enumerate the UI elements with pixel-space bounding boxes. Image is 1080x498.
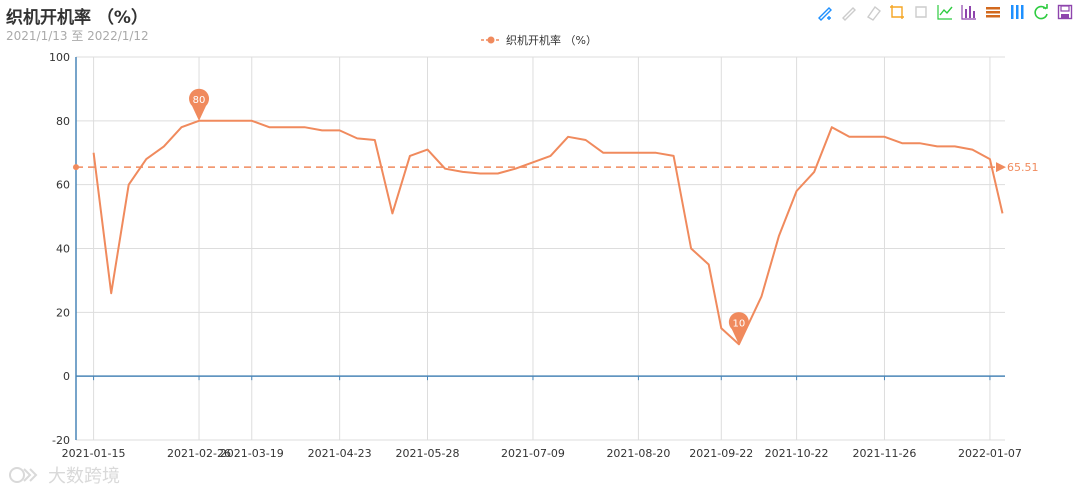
x-tick-label: 2021-10-22: [765, 447, 829, 460]
data-point[interactable]: [811, 169, 817, 175]
chart-subtitle: 2021/1/13 至 2022/1/12: [6, 29, 149, 43]
data-point[interactable]: [389, 210, 395, 216]
data-point[interactable]: [618, 150, 624, 156]
watermark-text: 大数跨境: [48, 466, 120, 487]
x-tick-label: 2021-05-28: [396, 447, 460, 460]
legend-line-icon: [481, 36, 501, 44]
data-point[interactable]: [284, 124, 290, 130]
y-tick-label: 100: [49, 51, 70, 64]
data-point[interactable]: [952, 143, 958, 149]
brand-logo-icon: [9, 467, 38, 483]
data-point[interactable]: [512, 166, 518, 172]
x-tick-label: 2021-01-15: [62, 447, 126, 460]
x-tick-label: 2021-02-26: [167, 447, 231, 460]
line-chart-icon[interactable]: [936, 3, 954, 21]
tiled-icon[interactable]: [1008, 3, 1026, 21]
mark-line-arrow: [996, 162, 1006, 173]
data-point[interactable]: [688, 246, 694, 252]
data-point[interactable]: [706, 261, 712, 267]
data-point[interactable]: [337, 127, 343, 133]
data-point[interactable]: [372, 137, 378, 143]
data-point[interactable]: [671, 153, 677, 159]
mark-point-label: 10: [732, 318, 745, 329]
mark-icon[interactable]: [816, 3, 834, 21]
data-point[interactable]: [178, 124, 184, 130]
x-tick-label: 2021-04-23: [308, 447, 372, 460]
data-point[interactable]: [583, 137, 589, 143]
toolbox: [816, 3, 1074, 21]
y-tick-label: 40: [56, 243, 70, 256]
data-point[interactable]: [758, 293, 764, 299]
mark-clear-icon[interactable]: [864, 3, 882, 21]
data-point[interactable]: [231, 118, 237, 124]
data-point[interactable]: [495, 170, 501, 176]
data-point[interactable]: [214, 118, 220, 124]
x-tick-label: 2021-03-19: [220, 447, 284, 460]
data-point[interactable]: [999, 210, 1005, 216]
restore-icon[interactable]: [1032, 3, 1050, 21]
data-point[interactable]: [635, 150, 641, 156]
mark-point-label: 80: [193, 95, 206, 106]
data-point[interactable]: [653, 150, 659, 156]
data-zoom-icon[interactable]: [888, 3, 906, 21]
data-point[interactable]: [776, 233, 782, 239]
data-point[interactable]: [301, 124, 307, 130]
y-tick-label: 20: [56, 306, 70, 319]
data-point[interactable]: [126, 182, 132, 188]
save-image-icon[interactable]: [1056, 3, 1074, 21]
data-point[interactable]: [846, 134, 852, 140]
data-point[interactable]: [319, 127, 325, 133]
chart-title: 织机开机率 （%）: [6, 8, 148, 28]
mark-undo-icon[interactable]: [840, 3, 858, 21]
data-point[interactable]: [266, 124, 272, 130]
data-zoom-reset-icon[interactable]: [912, 3, 930, 21]
data-point[interactable]: [477, 170, 483, 176]
watermark: 大数跨境: [8, 462, 120, 488]
series-line[interactable]: [92, 119, 1004, 346]
data-point[interactable]: [829, 124, 835, 130]
data-point[interactable]: [354, 135, 360, 141]
x-tick-label: 2021-09-22: [689, 447, 753, 460]
x-tick-label: 2021-08-20: [606, 447, 670, 460]
mark-point-pin[interactable]: [728, 312, 749, 345]
y-tick-label: 0: [63, 370, 70, 383]
data-point[interactable]: [881, 134, 887, 140]
y-tick-label: 60: [56, 179, 70, 192]
data-point[interactable]: [794, 188, 800, 194]
data-point[interactable]: [934, 143, 940, 149]
legend[interactable]: 织机开机率 （%）: [480, 32, 597, 48]
stack-icon[interactable]: [984, 3, 1002, 21]
x-tick-label: 2021-11-26: [853, 447, 917, 460]
data-point[interactable]: [407, 153, 413, 159]
data-point[interactable]: [425, 147, 431, 153]
mark-point-pin[interactable]: [189, 88, 210, 121]
data-point[interactable]: [899, 140, 905, 146]
data-point[interactable]: [108, 290, 114, 296]
x-tick-label: 2021-07-09: [501, 447, 565, 460]
data-point[interactable]: [718, 325, 724, 331]
data-point[interactable]: [917, 140, 923, 146]
data-point[interactable]: [530, 159, 536, 165]
data-point[interactable]: [143, 156, 149, 162]
legend-label: 织机开机率 （%）: [506, 34, 597, 47]
x-tick-label: 2022-01-07: [958, 447, 1022, 460]
data-point[interactable]: [565, 134, 571, 140]
y-tick-label: -20: [52, 434, 70, 447]
data-point[interactable]: [864, 134, 870, 140]
data-point[interactable]: [249, 118, 255, 124]
data-point[interactable]: [969, 147, 975, 153]
data-point[interactable]: [548, 153, 554, 159]
data-point[interactable]: [91, 150, 97, 156]
data-point[interactable]: [460, 169, 466, 175]
y-tick-label: 80: [56, 115, 70, 128]
bar-chart-icon[interactable]: [960, 3, 978, 21]
data-point[interactable]: [600, 150, 606, 156]
data-point[interactable]: [161, 143, 167, 149]
average-mark-label: 65.51: [1007, 161, 1039, 174]
data-point[interactable]: [442, 166, 448, 172]
data-point[interactable]: [987, 156, 993, 162]
